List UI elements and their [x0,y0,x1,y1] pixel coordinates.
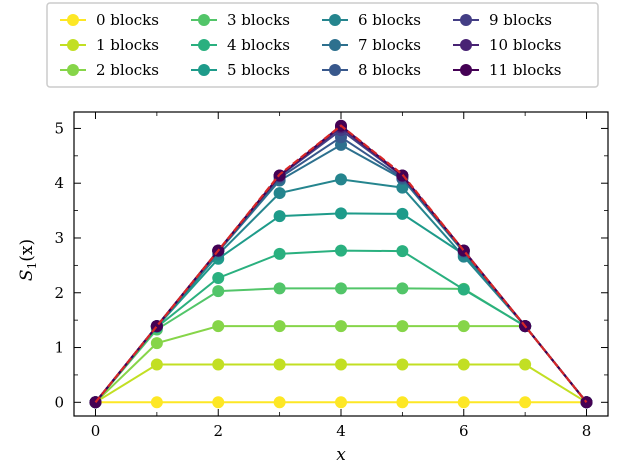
series-point [273,358,286,371]
series-point [396,320,409,333]
y-axis-label: S1(x) [17,239,39,281]
legend-swatch-marker [67,14,79,26]
legend-swatch-marker [329,14,341,26]
series-point [335,173,347,186]
series-point [335,320,347,333]
legend-label: 0 blocks [96,11,159,29]
series-point [396,282,409,295]
series-point [273,282,286,295]
legend-swatch-marker [460,39,472,51]
y-tick-label: 0 [54,393,64,411]
series-point [212,396,225,409]
series-3 [89,282,593,409]
x-tick-label: 8 [582,422,592,440]
legend-entry: 3 blocks [191,11,290,29]
series-point [273,210,286,223]
legend-swatch-marker [198,14,210,26]
series-point [212,358,225,371]
legend-label: 5 blocks [227,61,290,79]
legend-swatch-marker [67,64,79,76]
series-0 [89,396,593,409]
legend-entry: 10 blocks [453,36,561,54]
legend-entry: 2 blocks [60,61,159,79]
y-tick-label: 3 [54,229,64,247]
legend-label: 4 blocks [227,36,290,54]
y-axis-label-sub: 1 [25,262,39,270]
legend-entry: 4 blocks [191,36,290,54]
legend-label: 9 blocks [489,11,552,29]
legend-label: 1 blocks [96,36,159,54]
series-5 [89,207,593,409]
series-point [212,271,225,284]
series-point [457,283,470,296]
series-point [212,320,225,333]
legend-entry: 0 blocks [60,11,159,29]
series-point [335,396,347,409]
series-point [457,396,470,409]
series-point [396,181,409,194]
legend-swatch-marker [329,39,341,51]
legend-swatch-marker [329,64,341,76]
x-axis-label: x [336,445,346,465]
legend-swatch-marker [460,14,472,26]
series-point [396,245,409,258]
x-tick-label: 2 [213,422,223,440]
series-point [457,320,470,333]
legend-entry: 7 blocks [322,36,421,54]
legend-label: 2 blocks [96,61,159,79]
y-tick-label: 5 [54,119,64,137]
series-point [273,247,286,260]
legend-entry: 5 blocks [191,61,290,79]
x-tick-label: 4 [336,422,346,440]
series-point [335,244,347,257]
series-point [273,187,286,200]
x-tick-label: 0 [91,422,101,440]
legend-entry: 6 blocks [322,11,421,29]
y-tick-label: 1 [54,339,64,357]
axes: 0 2 4 6 8 0 1 2 3 4 5 [54,111,609,440]
series-point [212,285,225,298]
legend: 0 blocks 1 blocks 2 blocks 3 blocks 4 blocks… [46,2,599,88]
series-point [519,358,532,371]
x-tick-label: 6 [459,422,469,440]
series-point [150,396,163,409]
series-point [519,396,532,409]
legend-entry: 1 blocks [60,36,159,54]
legend-entry: 8 blocks [322,61,421,79]
legend-swatch-marker [198,64,210,76]
y-tick-label: 2 [54,284,64,302]
series-point [396,207,409,220]
series-point [273,396,286,409]
legend-entry: 11 blocks [453,61,561,79]
series-point [335,207,347,220]
series-point [150,358,163,371]
series-point [457,358,470,371]
reference-line [94,124,588,403]
legend-swatch-marker [67,39,79,51]
series-point [150,337,163,350]
y-axis-label-rest: (x) [17,239,37,262]
legend-label: 3 blocks [227,11,290,29]
legend-label: 6 blocks [358,11,421,29]
legend-entry: 9 blocks [453,11,552,29]
series-line [94,287,588,403]
series-point [335,282,347,295]
y-tick-label: 4 [54,174,64,192]
legend-swatch-marker [198,39,210,51]
legend-label: 7 blocks [358,36,421,54]
legend-label: 11 blocks [489,61,561,79]
legend-swatch-marker [460,64,472,76]
y-axis-label-main: S [17,269,37,281]
legend-label: 8 blocks [358,61,421,79]
series-point [273,320,286,333]
series-point [396,396,409,409]
plot-area [89,119,593,409]
legend-label: 10 blocks [489,36,561,54]
series-point [335,358,347,371]
series-point [396,358,409,371]
series-line [94,212,588,403]
